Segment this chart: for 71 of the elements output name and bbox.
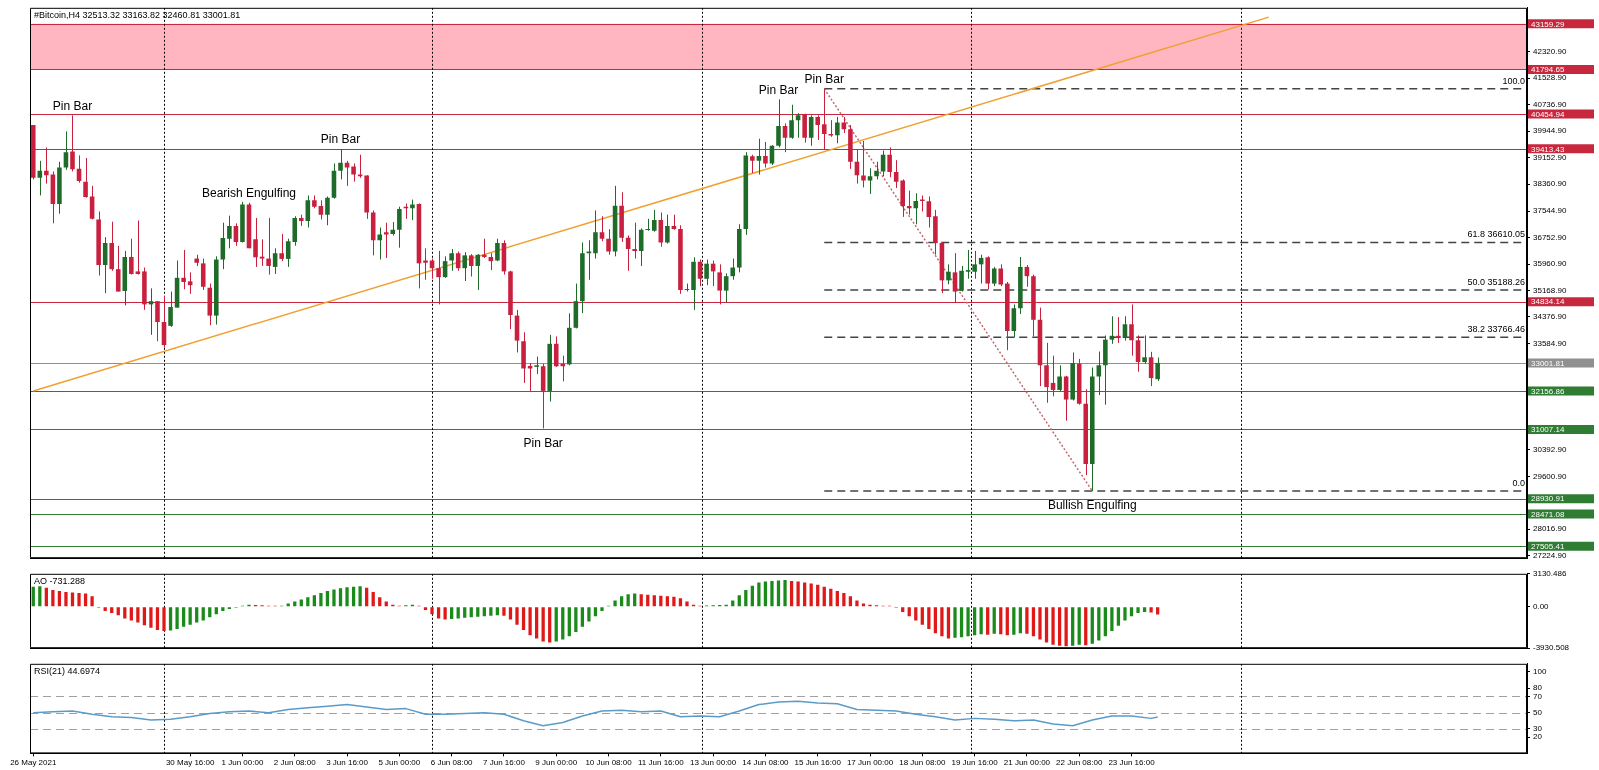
y-tick-label: 100 xyxy=(1533,667,1547,677)
y-tick-label: 39152.90 xyxy=(1533,152,1567,162)
ref-line-label: 27505.41 xyxy=(1531,542,1565,552)
x-tick-label: 2 Jun 08:00 xyxy=(273,758,317,768)
y-tick-label: 20 xyxy=(1533,732,1543,742)
y-tick-label: 36752.90 xyxy=(1533,232,1567,242)
x-tick-label: 7 Jun 16:00 xyxy=(483,758,526,768)
y-tick-label: 34376.90 xyxy=(1533,312,1567,322)
annotation: Pin Bar xyxy=(523,435,563,450)
y-tick-label: 50 xyxy=(1533,707,1543,717)
y-tick-label: 37544.90 xyxy=(1533,206,1567,216)
x-tick-label: 1 Jun 00:00 xyxy=(221,758,264,768)
x-tick-label: 14 Jun 08:00 xyxy=(742,758,790,768)
annotation: 38.2 33766.46 xyxy=(1467,324,1526,335)
ref-line-label: 33001.81 xyxy=(1531,358,1565,368)
x-tick-label: 3 Jun 16:00 xyxy=(326,758,369,768)
y-tick-label: 42320.90 xyxy=(1533,47,1567,57)
annotation: Bullish Engulfing xyxy=(1047,498,1137,513)
x-tick-label: 10 Jun 08:00 xyxy=(585,758,633,768)
annotation: Bearish Engulfing xyxy=(201,186,297,201)
x-tick-label: 11 Jun 16:00 xyxy=(638,758,685,768)
y-tick-label: 28016.90 xyxy=(1533,524,1567,534)
annotation: 50.0 35188.26 xyxy=(1467,276,1526,287)
x-tick-label: 13 Jun 00:00 xyxy=(690,758,737,768)
y-tick-label: 30392.90 xyxy=(1533,445,1567,455)
x-tick-label: 15 Jun 16:00 xyxy=(794,758,842,768)
y-tick-label: 33584.90 xyxy=(1533,338,1567,348)
x-tick-label: 9 Jun 00:00 xyxy=(535,758,578,768)
annotation: Pin Bar xyxy=(804,72,844,87)
y-tick-label: 0.00 xyxy=(1533,601,1550,611)
y-tick-label: 29600.90 xyxy=(1533,471,1567,481)
x-tick-label: 19 Jun 16:00 xyxy=(951,758,999,768)
x-tick-label: 18 Jun 08:00 xyxy=(899,758,946,768)
ref-line-label: 34834.14 xyxy=(1531,297,1565,307)
y-tick-label: 80 xyxy=(1533,683,1543,693)
y-tick-label: 41528.90 xyxy=(1533,73,1567,83)
y-tick-label: 35168.90 xyxy=(1533,285,1567,295)
ref-line-label: 41794.65 xyxy=(1531,65,1565,75)
x-tick-label: 23 Jun 16:00 xyxy=(1108,758,1156,768)
y-tick-label: 40736.90 xyxy=(1533,99,1567,109)
ref-line-label: 43159.29 xyxy=(1531,19,1565,29)
x-tick-label: 17 Jun 00:00 xyxy=(846,758,894,768)
ref-line-label: 40454.94 xyxy=(1531,109,1565,119)
annotation: Pin Bar xyxy=(320,132,361,147)
chart-title: AO -731.288 xyxy=(34,575,86,586)
x-tick-label: 26 May 2021 xyxy=(10,758,57,768)
annotation: 100.0 xyxy=(1502,75,1526,86)
annotation: Pin Bar xyxy=(758,82,799,97)
ref-line-label: 31007.14 xyxy=(1531,425,1565,435)
chart-title: #Bitcoin,H4 32513.32 33163.82 32460.81 33001.81 xyxy=(34,9,241,20)
x-tick-label: 6 Jun 08:00 xyxy=(430,758,474,768)
x-tick-label: 22 Jun 08:00 xyxy=(1056,758,1103,768)
annotation: 61.8 36610.05 xyxy=(1467,229,1526,240)
y-tick-label: 70 xyxy=(1533,691,1543,701)
y-tick-label: 38360.90 xyxy=(1533,179,1567,189)
y-tick-label: 30 xyxy=(1533,724,1543,734)
x-tick-label: 5 Jun 00:00 xyxy=(378,758,421,768)
ref-line-label: 28930.91 xyxy=(1531,494,1565,504)
annotation: 0.0 xyxy=(1512,477,1525,488)
x-tick-label: 30 May 16:00 xyxy=(165,758,215,768)
x-tick-label: 21 Jun 00:00 xyxy=(1003,758,1051,768)
ref-line-label: 28471.08 xyxy=(1531,509,1565,519)
y-tick-label: -3930.508 xyxy=(1533,643,1570,653)
ref-line-label: 39413.43 xyxy=(1531,144,1565,154)
annotation: Pin Bar xyxy=(52,98,93,113)
y-tick-label: 27224.90 xyxy=(1533,550,1567,560)
ref-line-label: 32156.86 xyxy=(1531,386,1565,396)
chart-title: RSI(21) 44.6974 xyxy=(34,665,101,676)
y-tick-label: 39944.90 xyxy=(1533,126,1567,136)
y-tick-label: 3130.486 xyxy=(1533,569,1567,578)
y-tick-label: 35960.90 xyxy=(1533,259,1567,269)
